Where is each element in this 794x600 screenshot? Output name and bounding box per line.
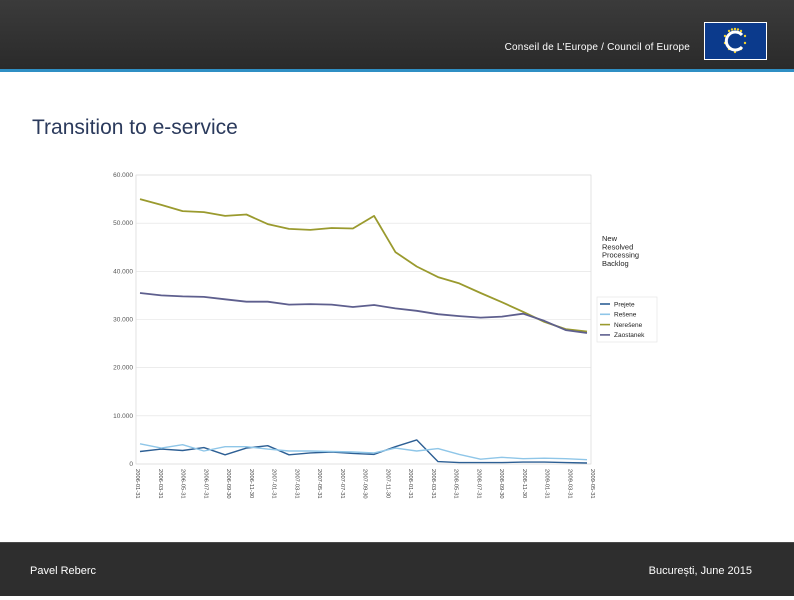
y-tick-label: 50.000 (113, 220, 133, 227)
x-tick-label: 2007-09-30 (362, 469, 368, 499)
legend-upper-item: Resolved (602, 242, 633, 251)
series-line-3 (139, 198, 588, 333)
x-tick-label: 2007-01-31 (271, 469, 277, 499)
legend-upper-item: Backlog (602, 259, 629, 268)
x-tick-label: 2006-01-31 (134, 469, 140, 499)
header-accent-stripe (0, 69, 794, 72)
legend-lower-item: Zaostanek (614, 332, 645, 339)
x-tick-label: 2008-05-31 (453, 469, 459, 499)
x-tick-label: 2006-11-30 (248, 469, 254, 498)
x-tick-label: 2006-03-31 (157, 469, 163, 499)
slide-title: Transition to e-service (32, 116, 238, 139)
header-bar: Conseil de L'Europe / Council of Europe (0, 0, 794, 70)
x-tick-label: 2006-09-30 (225, 469, 231, 499)
legend-lower-item: Nerešene (614, 322, 643, 329)
series-line-2 (139, 443, 588, 461)
footer-bar: Pavel Reberc București, June 2015 (0, 542, 794, 596)
x-tick-label: 2007-05-31 (316, 469, 322, 499)
legend-upper-item: New (602, 234, 618, 243)
legend-lower-item: Prejete (614, 301, 635, 308)
x-tick-label: 2009-01-31 (544, 469, 550, 499)
footer-place-date: București, June 2015 (648, 565, 752, 577)
x-tick-label: 2007-07-31 (339, 469, 345, 499)
series-line-4 (139, 292, 588, 334)
y-tick-label: 60.000 (113, 172, 133, 179)
organization-name: Conseil de L'Europe / Council of Europe (504, 42, 690, 53)
x-tick-label: 2008-09-30 (498, 469, 504, 499)
x-tick-label: 2008-07-31 (475, 469, 481, 499)
series-line-1 (139, 439, 588, 464)
x-tick-label: 2007-03-31 (293, 469, 299, 499)
x-tick-label: 2009-03-31 (566, 469, 572, 499)
council-of-europe-logo-icon (704, 22, 767, 60)
x-tick-label: 2009-05-31 (589, 469, 595, 499)
legend-lower-item: Rešene (614, 312, 637, 319)
x-tick-label: 2006-05-31 (180, 469, 186, 499)
y-tick-label: 0 (129, 461, 133, 468)
y-tick-label: 30.000 (113, 317, 133, 324)
x-tick-label: 2006-07-31 (202, 469, 208, 499)
x-tick-label: 2008-03-31 (430, 469, 436, 499)
x-tick-label: 2008-01-31 (407, 469, 413, 499)
legend-upper-item: Processing (602, 251, 639, 260)
footer-author: Pavel Reberc (30, 565, 97, 577)
y-tick-label: 20.000 (113, 365, 133, 372)
y-tick-label: 40.000 (113, 268, 133, 275)
y-tick-label: 10.000 (113, 413, 133, 420)
x-tick-label: 2007-11-30 (384, 469, 390, 498)
x-tick-label: 2008-11-30 (521, 469, 527, 498)
